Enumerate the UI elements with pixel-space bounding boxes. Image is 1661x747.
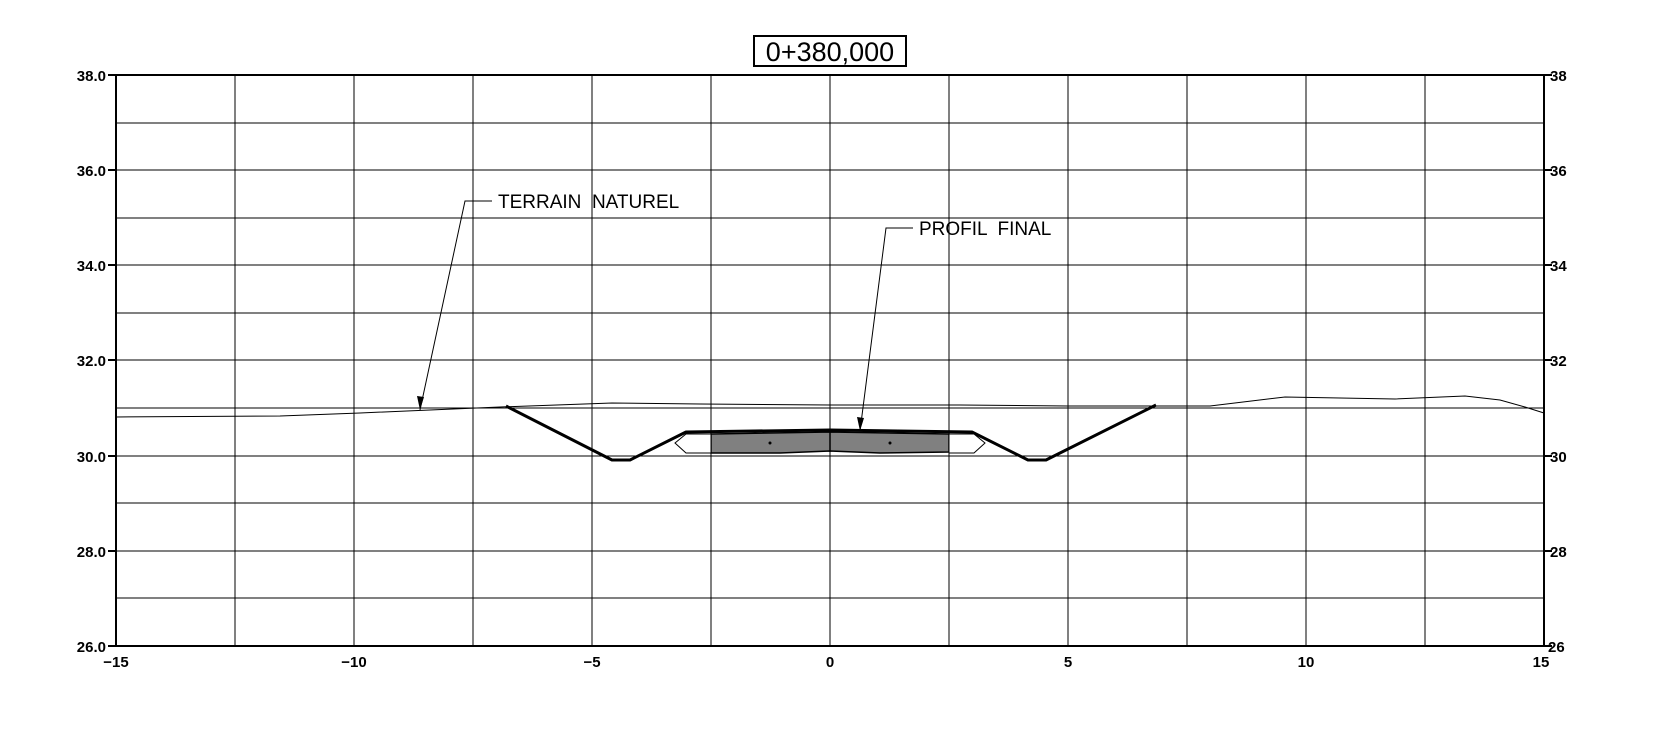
terrain-annotation: TERRAIN NATUREL <box>417 192 679 411</box>
title-frame <box>753 35 907 67</box>
y-axis-right-labels: 38 36 34 32 30 28 26 <box>1548 68 1567 656</box>
y-tick-label: 38.0 <box>77 68 106 85</box>
right-tick-marks <box>1544 74 1552 647</box>
x-tick-label: 10 <box>1298 654 1315 671</box>
y-tick-label: 36.0 <box>77 163 106 180</box>
pavement-marker <box>768 441 772 445</box>
y-axis-left-labels: 38.0 36.0 34.0 32.0 30.0 28.0 26.0 <box>77 68 106 656</box>
x-tick-label: 15 <box>1533 654 1550 671</box>
title-text: 0+380,000 <box>766 37 894 67</box>
y-tick-label-right: 38 <box>1550 68 1567 85</box>
x-tick-label: −15 <box>103 654 128 671</box>
y-tick-label-right: 34 <box>1550 258 1567 275</box>
left-shoulder <box>674 433 712 454</box>
y-tick-label-right: 26 <box>1548 639 1565 656</box>
final-profile <box>505 403 1157 462</box>
station-title: 0+380,000 <box>753 35 907 67</box>
profile-annotation: PROFIL FINAL <box>857 219 1051 432</box>
x-axis-labels: −15 −10 −5 0 5 10 15 <box>103 654 1549 671</box>
y-tick-label: 32.0 <box>77 353 106 370</box>
profile-label: PROFIL FINAL <box>919 219 1051 240</box>
y-tick-label: 28.0 <box>77 544 106 561</box>
x-tick-label: 5 <box>1064 654 1072 671</box>
right-shoulder <box>948 433 986 454</box>
y-tick-label-right: 36 <box>1550 163 1567 180</box>
terrain-leader-line <box>419 200 492 411</box>
terrain-arrowhead <box>417 396 424 410</box>
y-tick-label-right: 32 <box>1550 353 1567 370</box>
y-tick-label: 26.0 <box>77 639 106 656</box>
profile-leader-line <box>859 227 913 432</box>
profile-arrowhead <box>857 417 864 431</box>
pavement-marker <box>888 441 892 445</box>
x-tick-label: −10 <box>341 654 366 671</box>
x-tick-label: 0 <box>826 654 834 671</box>
y-tick-label: 30.0 <box>77 449 106 466</box>
left-tick-marks <box>108 74 116 647</box>
terrain-line <box>115 395 1545 418</box>
y-tick-label-right: 30 <box>1550 449 1567 466</box>
x-tick-label: −5 <box>583 654 600 671</box>
y-tick-label-right: 28 <box>1550 544 1567 561</box>
terrain-label: TERRAIN NATUREL <box>498 192 679 213</box>
y-tick-label: 34.0 <box>77 258 106 275</box>
grid <box>116 75 1544 646</box>
